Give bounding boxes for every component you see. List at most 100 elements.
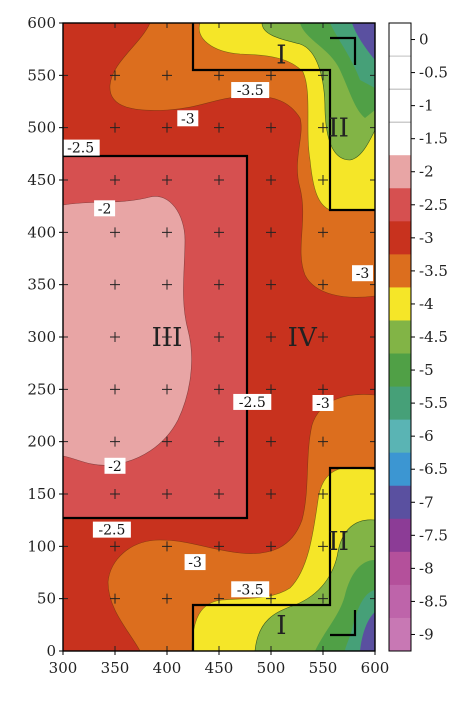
colorbar-swatch (389, 452, 411, 487)
grid-marker (266, 541, 276, 552)
grid-marker (162, 70, 172, 81)
y-tick-label: 400 (27, 223, 56, 241)
contour-label-bg (94, 200, 116, 217)
colorbar-swatch (389, 221, 411, 255)
grid-marker (266, 227, 276, 238)
x-tick-label: 400 (153, 659, 182, 677)
contour-label-bg (352, 265, 374, 282)
y-tick-label: 350 (27, 276, 56, 294)
y-tick-label: 550 (27, 66, 56, 84)
grid-marker (318, 23, 328, 28)
grid-marker (110, 489, 120, 499)
colorbar-swatch (389, 551, 411, 586)
y-tick-label: 200 (27, 433, 56, 451)
grid-marker (162, 23, 172, 28)
colorbar-swatch (389, 320, 411, 355)
grid-marker (162, 436, 172, 447)
contour-label-bg (184, 554, 206, 571)
grid-marker (214, 489, 224, 499)
grid-marker (318, 436, 328, 447)
grid-marker (370, 279, 375, 290)
grid-marker (266, 23, 276, 28)
contour-label: -3 (316, 396, 330, 412)
grid-marker (266, 122, 276, 133)
grid-marker (214, 122, 224, 133)
grid-marker (162, 122, 172, 133)
grid-marker (370, 489, 375, 499)
grid-marker (266, 70, 276, 81)
grid-marker (214, 279, 224, 290)
colorbar-swatch (389, 23, 411, 57)
grid-marker (370, 593, 375, 604)
contour-label: -3 (356, 266, 370, 282)
grid-marker (318, 541, 328, 552)
grid-marker (110, 70, 120, 81)
x-tick-label: 600 (361, 659, 390, 677)
grid-markers (63, 23, 375, 651)
grid-marker (370, 384, 375, 395)
colorbar-label: -1 (419, 97, 434, 115)
grid-marker (110, 175, 120, 185)
grid-marker (110, 436, 120, 447)
grid-marker (318, 489, 328, 499)
grid-marker (63, 279, 68, 290)
x-tick-label: 550 (309, 659, 338, 677)
grid-marker (266, 332, 276, 342)
x-tick-label: 350 (101, 659, 130, 677)
grid-marker (318, 227, 328, 238)
grid-marker (162, 332, 172, 342)
colorbar-label: -6.5 (419, 460, 448, 478)
contour-labels: -3.5 -3 -2.5 -2 -3 -2.5 -3 -2 -2.5 -3 -3.5 (63, 82, 374, 598)
x-tick-label: 500 (257, 659, 286, 677)
grid-marker (266, 489, 276, 499)
grid-marker (214, 227, 224, 238)
region-label: III (152, 323, 183, 353)
colorbar-label: -5 (419, 361, 434, 379)
y-tick-label: 300 (27, 328, 56, 346)
grid-marker (63, 227, 68, 238)
grid-marker (162, 384, 172, 395)
grid-marker (63, 541, 68, 552)
grid-marker (63, 489, 68, 499)
region-label: IV (288, 323, 318, 353)
grid-marker (370, 227, 375, 238)
colorbar-swatch (389, 188, 411, 222)
contour-label-bg (231, 82, 270, 99)
grid-marker (266, 279, 276, 290)
colorbar-label: -8.5 (419, 592, 448, 610)
grid-marker (214, 70, 224, 81)
colorbar-swatch (389, 419, 411, 454)
colorbar-label: -8 (419, 559, 434, 577)
grid-marker (110, 593, 120, 604)
grid-marker (63, 122, 68, 133)
colorbar-label: -6 (419, 427, 434, 445)
grid-marker (110, 541, 120, 552)
grid-marker (162, 489, 172, 499)
grid-marker (318, 646, 328, 651)
grid-marker (110, 384, 120, 395)
x-tick-label: 450 (205, 659, 234, 677)
grid-marker (162, 175, 172, 185)
contour-label-bg (104, 457, 126, 474)
colorbar-label: -3 (419, 229, 434, 247)
grid-marker (162, 227, 172, 238)
contour-label-bg (233, 393, 272, 410)
region-boundary-iii (63, 154, 249, 520)
grid-marker (370, 332, 375, 342)
grid-marker (214, 23, 224, 28)
grid-marker (214, 541, 224, 552)
colorbar-label: -7.5 (419, 526, 448, 544)
colorbar-label: -4.5 (419, 328, 448, 346)
grid-marker (110, 646, 120, 651)
colorbar-label: -5.5 (419, 394, 448, 412)
grid-marker (162, 541, 172, 552)
grid-marker (318, 70, 328, 81)
grid-marker (370, 436, 375, 447)
contour-label-bg (231, 581, 270, 598)
y-tick-label: 450 (27, 171, 56, 189)
region-label: I (276, 611, 286, 641)
grid-marker (110, 23, 120, 28)
colorbar-swatch (389, 254, 411, 288)
contour-label: -3 (181, 111, 195, 127)
